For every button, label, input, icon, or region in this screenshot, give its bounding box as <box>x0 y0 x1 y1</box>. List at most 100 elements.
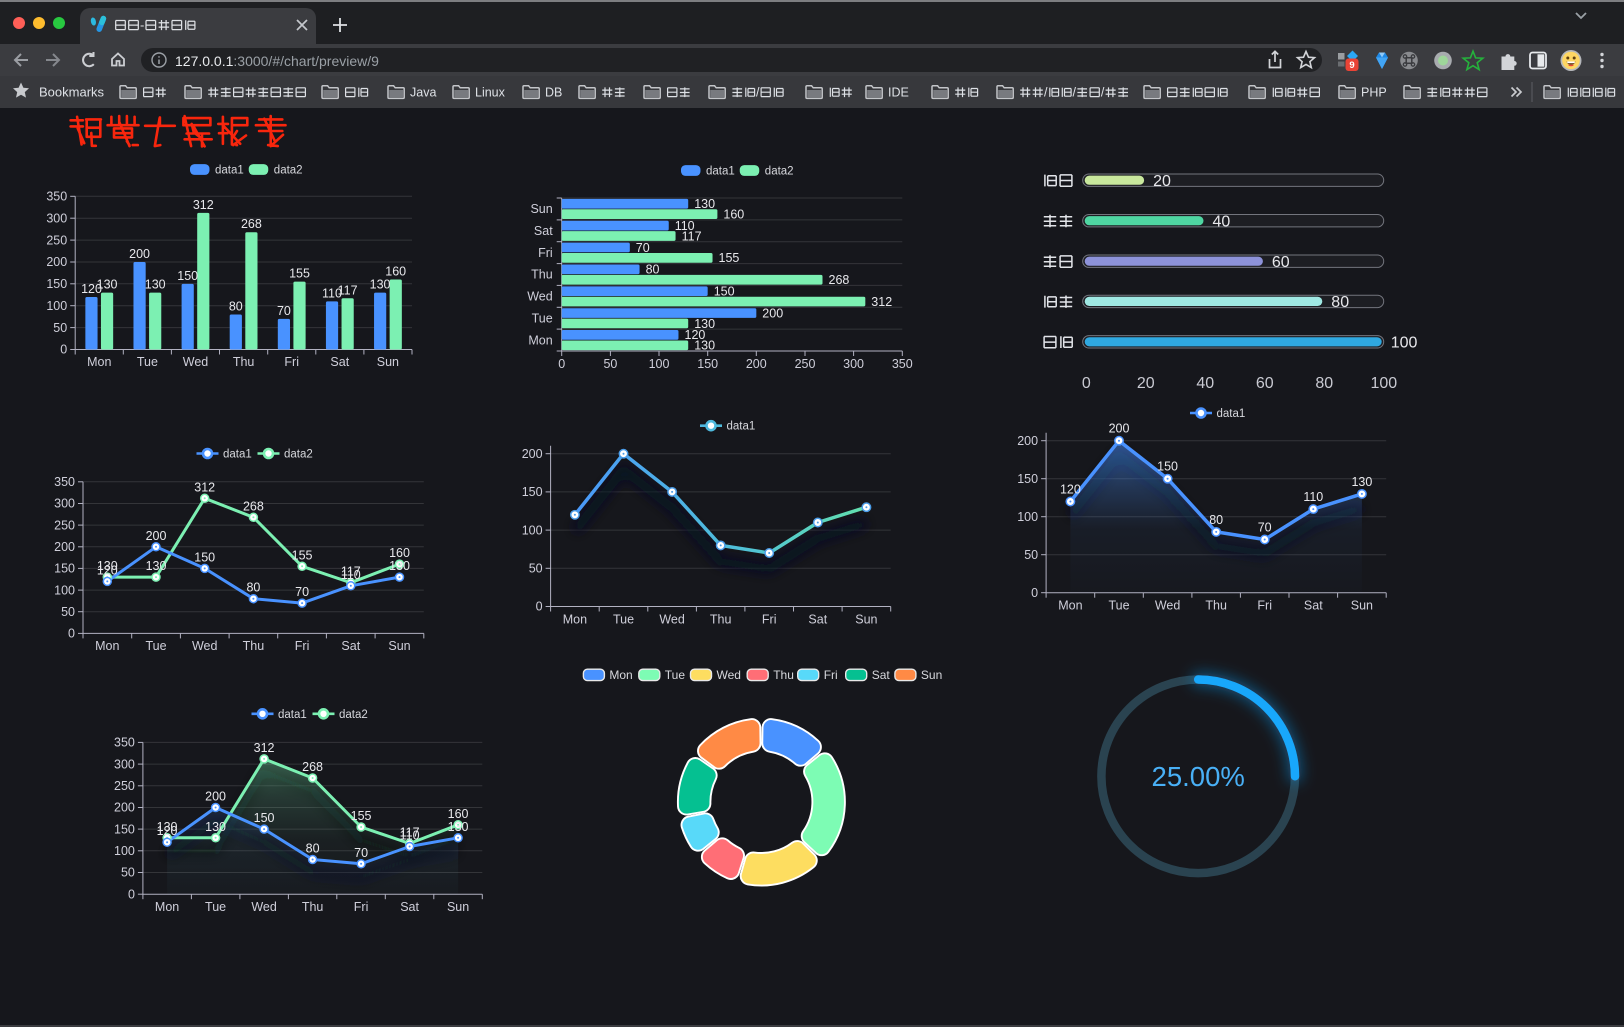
svg-text:Fri: Fri <box>284 355 299 369</box>
svg-text:20: 20 <box>1153 173 1171 190</box>
svg-text:268: 268 <box>241 217 262 231</box>
svg-text:Fri: Fri <box>538 246 553 260</box>
svg-text:Sat: Sat <box>808 613 827 627</box>
svg-text:Tue: Tue <box>145 639 166 653</box>
svg-text:Sun: Sun <box>921 668 942 682</box>
svg-text:300: 300 <box>843 357 864 371</box>
svg-text:160: 160 <box>723 208 744 222</box>
svg-text:80: 80 <box>646 263 660 277</box>
svg-text:Tue: Tue <box>137 355 158 369</box>
svg-text:Sun: Sun <box>447 900 469 914</box>
svg-text:Tue: Tue <box>665 668 686 682</box>
svg-text:Tue: Tue <box>205 900 226 914</box>
svg-text:110: 110 <box>341 568 361 582</box>
svg-text:0: 0 <box>1031 586 1038 600</box>
svg-text:70: 70 <box>277 304 291 318</box>
svg-text:70: 70 <box>295 585 309 599</box>
svg-text:130: 130 <box>146 559 167 573</box>
svg-text:130: 130 <box>157 820 178 834</box>
svg-text:312: 312 <box>254 741 275 755</box>
svg-text:110: 110 <box>675 219 695 233</box>
svg-text:70: 70 <box>1258 521 1272 535</box>
svg-text:150: 150 <box>714 285 735 299</box>
svg-text:200: 200 <box>746 357 767 371</box>
svg-text:Thu: Thu <box>233 355 255 369</box>
svg-text:100: 100 <box>522 523 543 537</box>
svg-text:Wed: Wed <box>717 668 741 682</box>
svg-text:Linux: Linux <box>475 85 506 99</box>
svg-text:200: 200 <box>129 247 150 261</box>
svg-text:0: 0 <box>68 627 75 641</box>
svg-text:120: 120 <box>1060 483 1081 497</box>
svg-text:130: 130 <box>448 820 469 834</box>
svg-text:268: 268 <box>829 273 850 287</box>
svg-text:Sat: Sat <box>1304 599 1323 613</box>
svg-text:data2: data2 <box>339 709 368 721</box>
svg-text:117: 117 <box>341 565 361 579</box>
svg-text:100: 100 <box>649 357 670 371</box>
svg-text:130: 130 <box>97 278 118 292</box>
svg-text:300: 300 <box>46 211 67 225</box>
svg-text:110: 110 <box>1303 490 1323 504</box>
svg-text:120: 120 <box>685 328 706 342</box>
svg-text:160: 160 <box>385 265 406 279</box>
svg-text:data1: data1 <box>215 165 244 177</box>
svg-text:data1: data1 <box>278 709 307 721</box>
svg-text:Wed: Wed <box>1155 599 1181 613</box>
svg-text:200: 200 <box>114 801 135 815</box>
svg-text:150: 150 <box>697 357 718 371</box>
svg-text:100: 100 <box>1370 375 1397 392</box>
svg-text:Mon: Mon <box>609 668 632 682</box>
svg-text:Mon: Mon <box>528 333 552 347</box>
svg-text:150: 150 <box>522 485 543 499</box>
svg-text:Sun: Sun <box>855 613 877 627</box>
svg-text:IDE: IDE <box>888 85 909 99</box>
svg-text:130: 130 <box>694 339 715 353</box>
svg-text:155: 155 <box>289 267 310 281</box>
svg-text:150: 150 <box>114 822 135 836</box>
svg-text:Sun: Sun <box>1351 599 1373 613</box>
svg-text:312: 312 <box>871 295 892 309</box>
svg-text:Mon: Mon <box>155 900 179 914</box>
svg-text:Fri: Fri <box>295 639 310 653</box>
svg-text:data2: data2 <box>284 449 313 461</box>
svg-text:100: 100 <box>46 299 67 313</box>
svg-text:Bookmarks: Bookmarks <box>39 85 105 100</box>
svg-text:200: 200 <box>762 306 783 320</box>
svg-text:150: 150 <box>194 550 215 564</box>
svg-text:200: 200 <box>1109 422 1130 436</box>
svg-text:data2: data2 <box>765 166 794 178</box>
svg-text:268: 268 <box>243 499 264 513</box>
svg-text:Thu: Thu <box>710 613 732 627</box>
svg-text:Sat: Sat <box>534 224 553 238</box>
svg-text:Wed: Wed <box>659 613 685 627</box>
svg-text:130: 130 <box>1351 475 1372 489</box>
svg-text:80: 80 <box>229 300 243 314</box>
svg-text:100: 100 <box>1017 510 1038 524</box>
svg-text:Tue: Tue <box>1108 599 1129 613</box>
svg-text:Sat: Sat <box>341 639 360 653</box>
svg-text:Fri: Fri <box>354 900 369 914</box>
svg-text:/: / <box>756 85 760 99</box>
svg-text:160: 160 <box>389 546 410 560</box>
svg-text:130: 130 <box>694 317 715 331</box>
svg-text:DB: DB <box>545 85 562 99</box>
svg-text:80: 80 <box>246 581 260 595</box>
svg-text:155: 155 <box>292 548 313 562</box>
svg-text:117: 117 <box>400 826 420 840</box>
svg-text:200: 200 <box>522 447 543 461</box>
svg-text:80: 80 <box>1331 294 1349 311</box>
svg-text:117: 117 <box>338 283 358 297</box>
svg-text:Fri: Fri <box>1257 599 1272 613</box>
svg-text:110: 110 <box>400 829 420 843</box>
svg-text:Thu: Thu <box>243 639 265 653</box>
svg-text:60: 60 <box>1256 375 1274 392</box>
svg-text:120: 120 <box>81 282 102 296</box>
svg-text:155: 155 <box>351 809 372 823</box>
svg-text:350: 350 <box>892 357 913 371</box>
svg-text:Thu: Thu <box>1205 599 1227 613</box>
svg-text:Tue: Tue <box>613 613 634 627</box>
svg-text:350: 350 <box>114 736 135 750</box>
svg-text:Tue: Tue <box>532 311 553 325</box>
svg-text:data1: data1 <box>1217 408 1246 420</box>
